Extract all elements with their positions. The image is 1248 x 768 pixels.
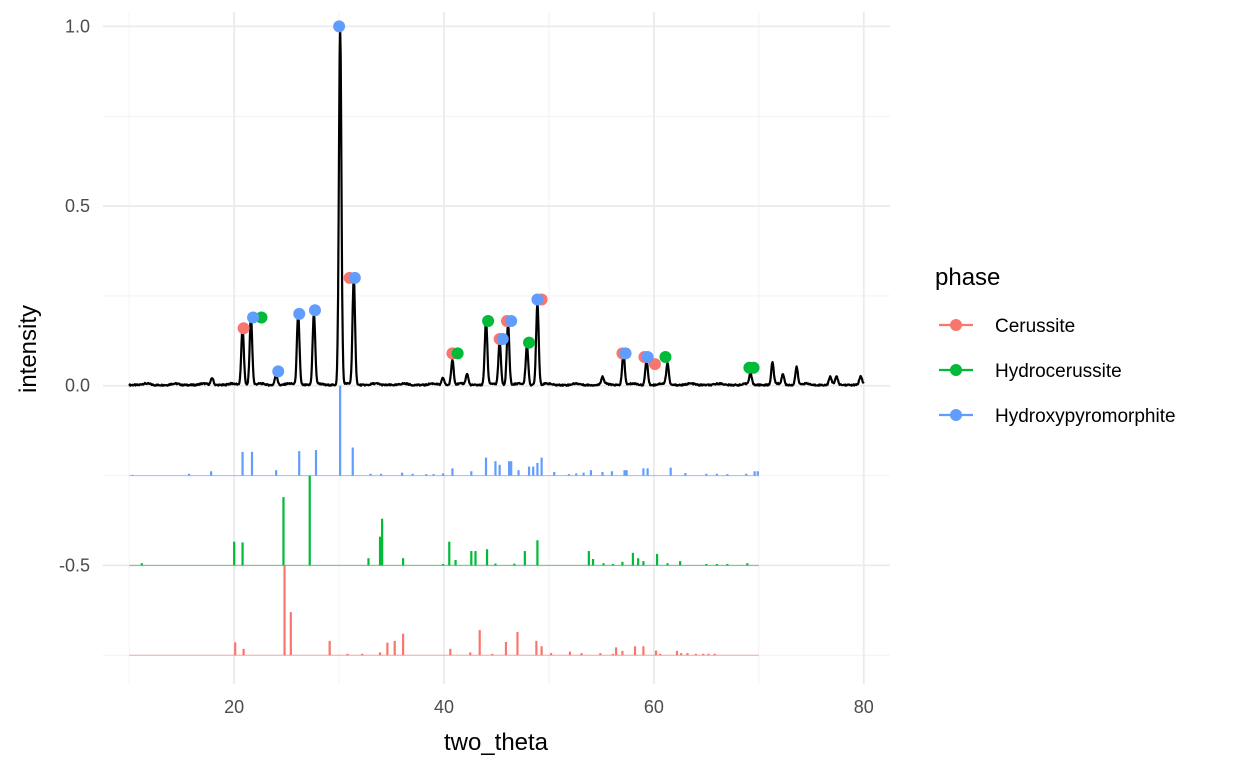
- peak-point: [482, 315, 495, 328]
- y-axis-ticks: -0.5 0.0 0.5 1.0: [59, 16, 90, 575]
- peak-point: [237, 322, 250, 335]
- peak-point: [451, 347, 464, 360]
- y-tick-label: -0.5: [59, 555, 90, 575]
- legend: phase Cerussite Hydrocerussite Hydroxypyro…: [935, 264, 1176, 427]
- x-tick-label: 80: [854, 697, 874, 717]
- x-tick-label: 60: [644, 697, 664, 717]
- peak-point: [496, 333, 509, 346]
- legend-label: Hydrocerussite: [995, 361, 1122, 382]
- peak-point: [619, 347, 632, 360]
- peak-point: [348, 271, 361, 284]
- legend-key-point: [950, 409, 962, 421]
- peak-point: [505, 315, 518, 328]
- legend-label: Hydroxypyromorphite: [995, 406, 1176, 427]
- peak-point: [255, 311, 268, 324]
- legend-key-point: [950, 319, 962, 331]
- peak-point: [747, 361, 760, 374]
- peak-point: [531, 293, 544, 306]
- legend-label: Cerussite: [995, 316, 1075, 337]
- peak-point: [333, 20, 346, 33]
- y-tick-label: 0.5: [65, 196, 90, 216]
- y-axis-title: intensity: [15, 305, 42, 393]
- peak-point: [641, 350, 654, 363]
- peak-point: [523, 336, 536, 349]
- peak-point: [659, 350, 672, 363]
- peak-points: [237, 20, 760, 378]
- y-tick-label: 0.0: [65, 376, 90, 396]
- x-tick-label: 40: [434, 697, 454, 717]
- x-axis-ticks: 20 40 60 80: [224, 697, 874, 717]
- peak-point: [648, 358, 661, 371]
- peak-point: [308, 304, 321, 317]
- x-axis-title: two_theta: [444, 729, 549, 756]
- x-tick-label: 20: [224, 697, 244, 717]
- diffraction-pattern-line: [128, 24, 865, 387]
- legend-title: phase: [935, 264, 1000, 291]
- legend-key-point: [950, 364, 962, 376]
- y-tick-label: 1.0: [65, 16, 90, 36]
- major-gridlines: [103, 12, 890, 684]
- peak-point: [272, 365, 285, 378]
- peak-point: [293, 307, 306, 320]
- peak-point: [247, 311, 260, 324]
- minor-gridlines: [103, 12, 890, 684]
- reference-sticks: [129, 385, 759, 656]
